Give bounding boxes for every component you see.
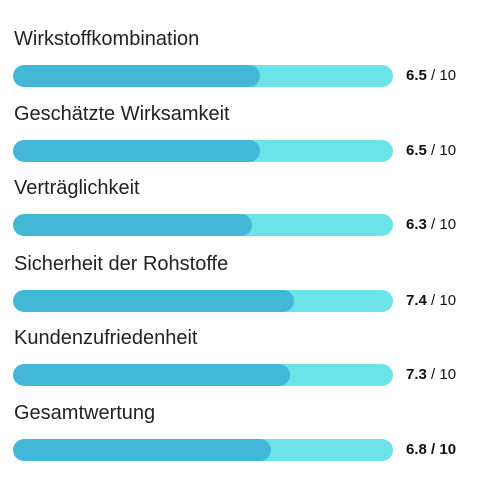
rating-bar-track: [13, 214, 393, 236]
score-value: 6.5: [406, 142, 427, 159]
rating-bar-track: [13, 65, 393, 87]
score-max: 10: [439, 441, 457, 458]
rating-row-sicherheit-der-rohstoffe: Sicherheit der Rohstoffe 7.4 / 10: [0, 252, 482, 327]
rating-bar-track: [13, 364, 393, 386]
score-max: 10: [439, 142, 457, 159]
rating-bar-fill: [13, 439, 272, 461]
rating-bar-fill: [13, 364, 291, 386]
rating-row-wirkstoffkombination: Wirkstoffkombination 6.5 / 10: [0, 27, 482, 102]
rating-bar-track: [13, 290, 393, 312]
score-separator: /: [431, 366, 436, 383]
score-separator: /: [431, 292, 436, 309]
rating-score: 7.4 / 10: [406, 291, 456, 311]
score-separator: /: [431, 67, 436, 84]
score-max: 10: [439, 216, 457, 233]
rating-bar-fill: [13, 140, 260, 162]
rating-row-vertraeglichkeit: Verträglichkeit 6.3 / 10: [0, 176, 482, 251]
score-separator: /: [431, 441, 436, 458]
score-value: 6.3: [406, 216, 427, 233]
rating-score: 7.3 / 10: [406, 365, 456, 385]
rating-label: Kundenzufriedenheit: [14, 327, 198, 349]
rating-score: 6.5 / 10: [406, 141, 456, 161]
rating-bar-track: [13, 140, 393, 162]
score-max: 10: [439, 292, 457, 309]
rating-label: Gesamtwertung: [14, 402, 156, 424]
rating-label: Wirkstoffkombination: [14, 28, 200, 50]
score-separator: /: [431, 142, 436, 159]
score-value: 6.8: [406, 441, 427, 458]
score-max: 10: [439, 67, 457, 84]
rating-row-kundenzufriedenheit: Kundenzufriedenheit 7.3 / 10: [0, 326, 482, 401]
score-separator: /: [431, 216, 436, 233]
score-value: 7.4: [406, 292, 427, 309]
score-value: 6.5: [406, 67, 427, 84]
rating-score: 6.5 / 10: [406, 66, 456, 86]
rating-bar-track: [13, 439, 393, 461]
rating-score-total: 6.8 / 10: [406, 440, 456, 460]
rating-row-gesamtwertung: Gesamtwertung 6.8 / 10: [0, 401, 482, 476]
rating-bar-fill: [13, 65, 260, 87]
rating-bar-fill: [13, 290, 295, 312]
rating-label: Geschätzte Wirksamkeit: [14, 103, 230, 125]
rating-label: Verträglichkeit: [14, 177, 140, 199]
score-value: 7.3: [406, 366, 427, 383]
rating-label: Sicherheit der Rohstoffe: [14, 253, 229, 275]
rating-bar-fill: [13, 214, 253, 236]
rating-row-geschaetzte-wirksamkeit: Geschätzte Wirksamkeit 6.5 / 10: [0, 102, 482, 177]
score-max: 10: [439, 366, 457, 383]
rating-score: 6.3 / 10: [406, 215, 456, 235]
